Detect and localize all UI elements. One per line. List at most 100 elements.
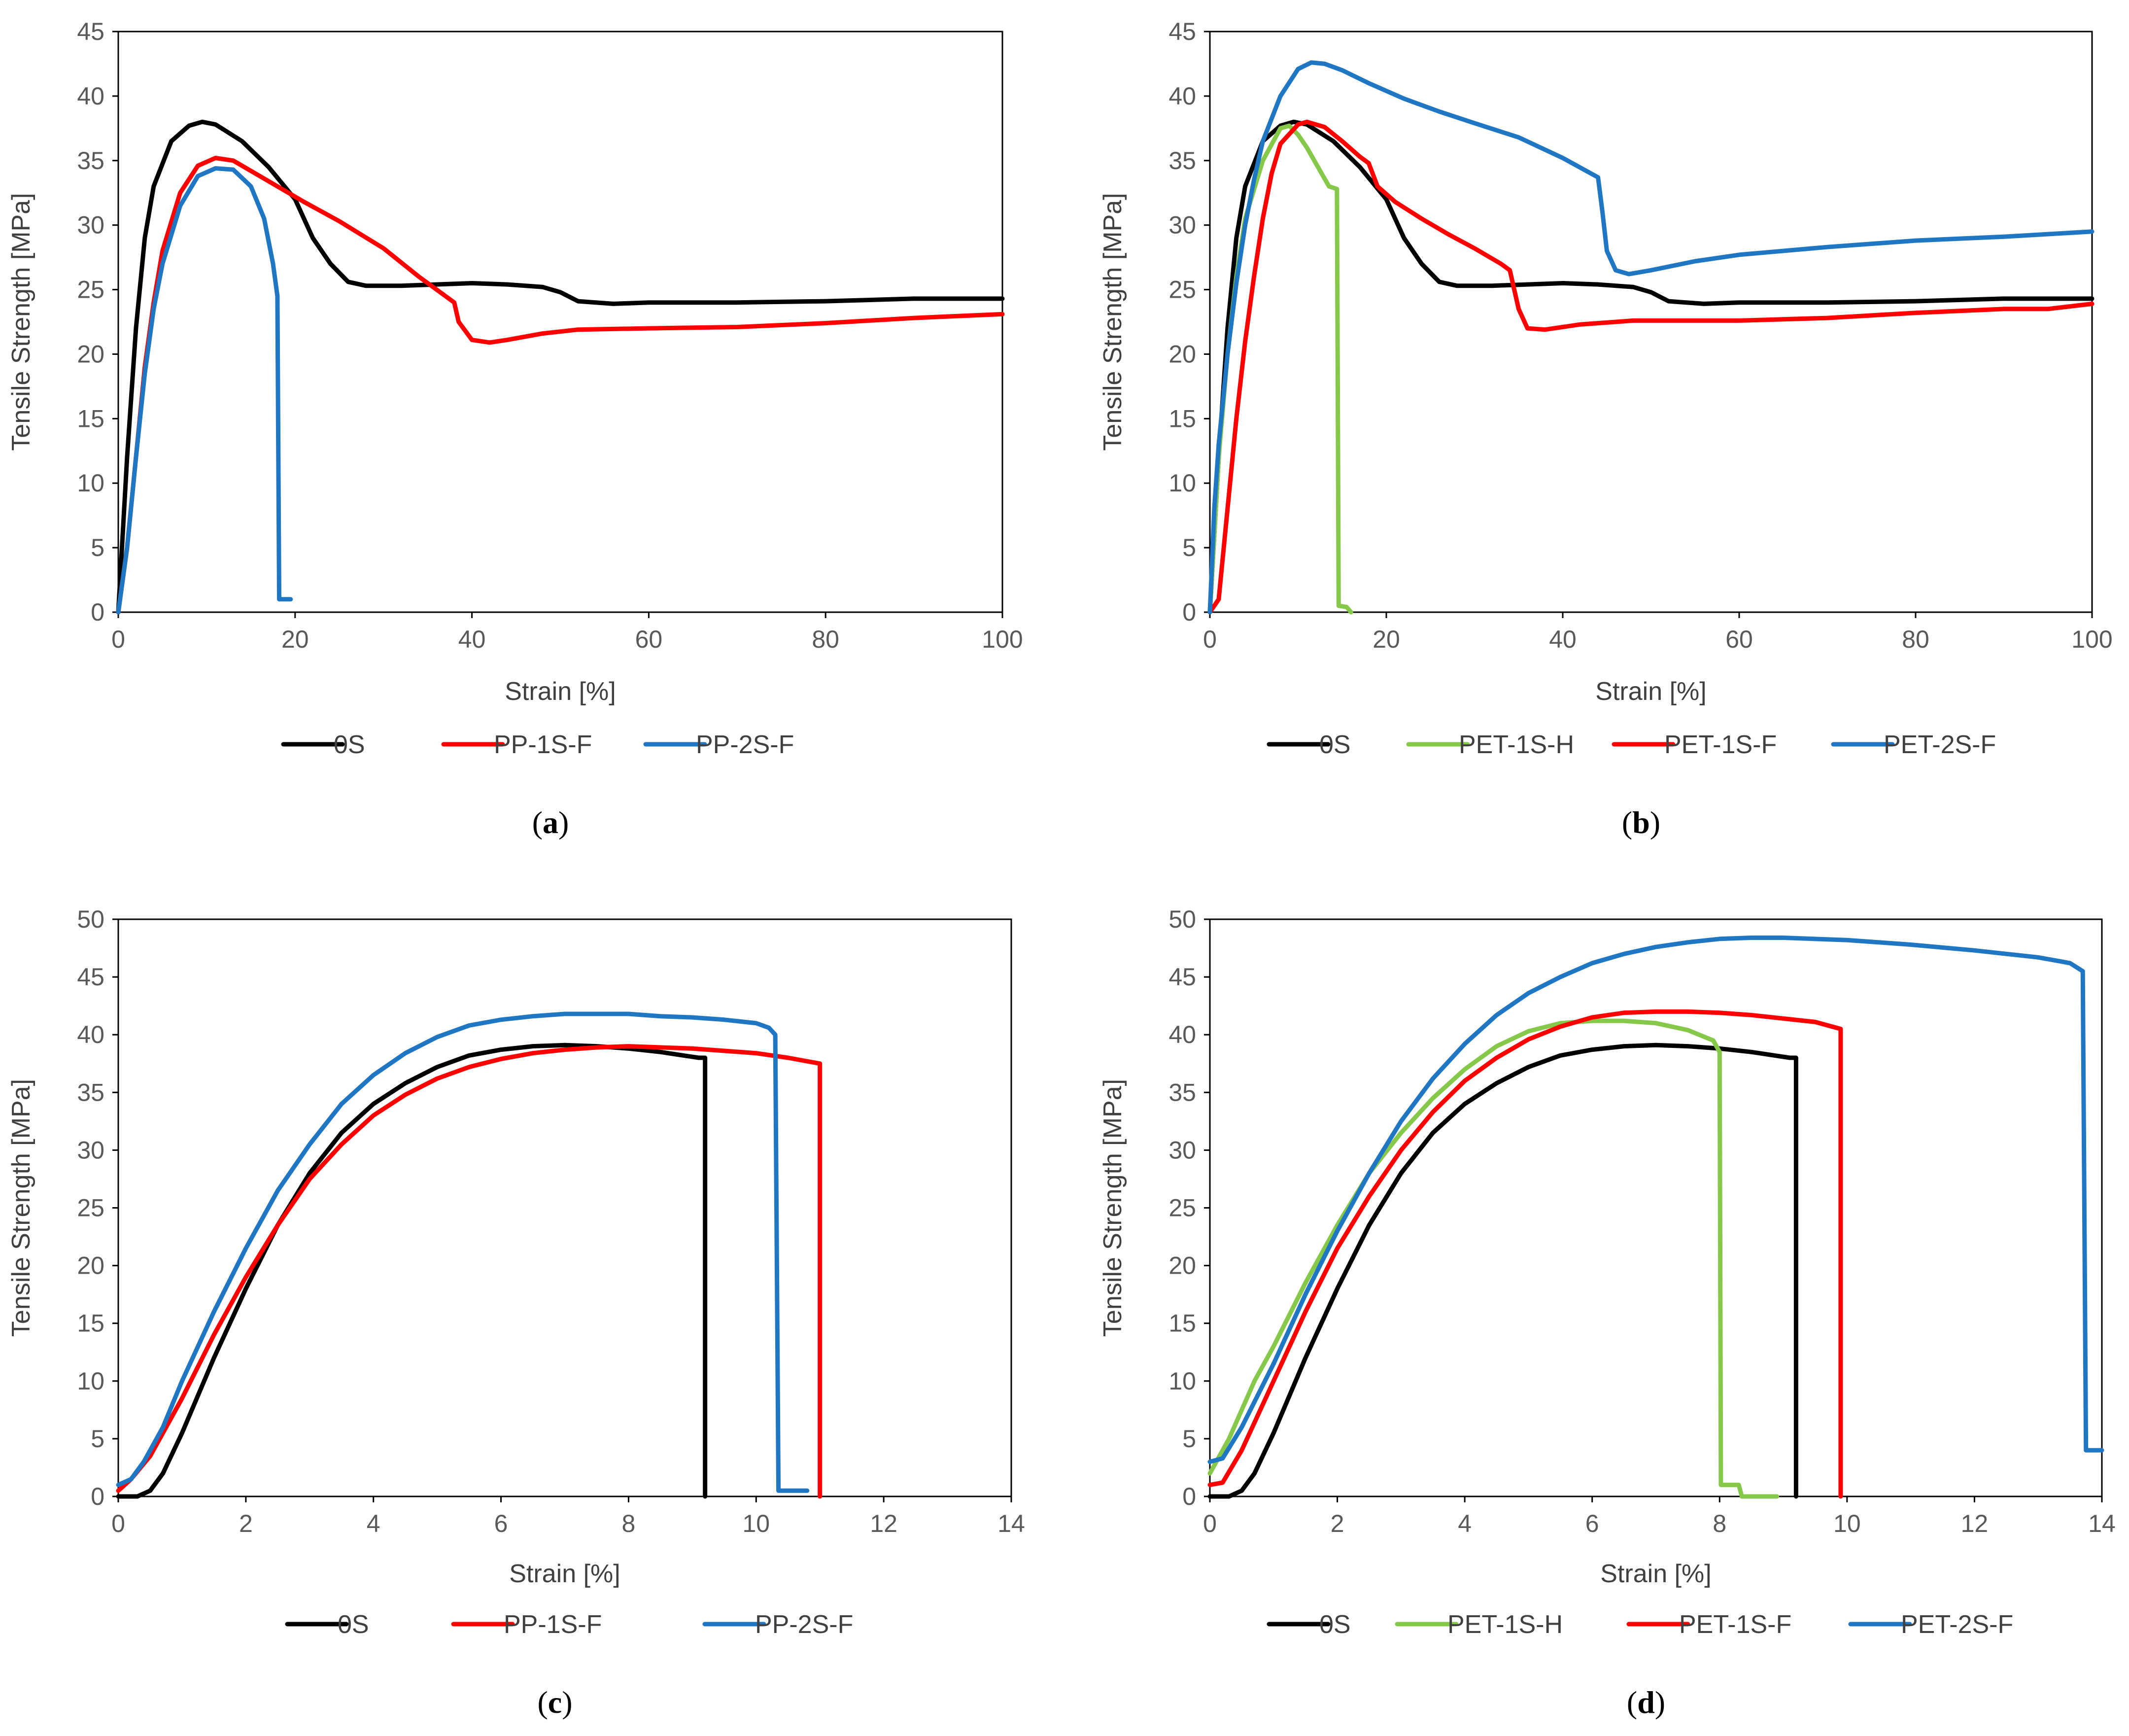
chart-panel-a: 0 5 10 15 20 25 30 35 40 45 0 20 40 60 80 100 Strain [%]…: [7, 18, 1023, 840]
legend-label-0S: 0S: [1319, 1610, 1351, 1639]
y-tick-label: 35: [77, 1078, 104, 1106]
series-line-0S: [116, 1042, 708, 1499]
x-tick-label: 20: [1373, 625, 1400, 653]
x-axis-title: Strain [%]: [509, 1560, 620, 1588]
y-axis-title: Tensile Strength [MPa]: [7, 1079, 35, 1337]
y-tick-label: 30: [77, 1136, 104, 1164]
chart-panel-c: 0 5 10 15 20 25 30 35 40 45 50 0 2 4 6 8 10 12 14 Strain [%…: [7, 905, 1025, 1720]
series-line-PP-2S-F: [116, 1011, 810, 1493]
legend-label-PET-1S-H: PET-1S-H: [1447, 1610, 1563, 1639]
x-tick-label: 8: [1713, 1510, 1726, 1537]
x-tick-label: 6: [494, 1510, 508, 1537]
y-tick-label: 20: [1168, 1252, 1196, 1280]
plot-area-frame: [117, 31, 1003, 613]
x-tick-label: 20: [281, 625, 309, 653]
chart-panel-d: 0 5 10 15 20 25 30 35 40 45 50 0 2 4 6 8 10 12 14 Strain [%…: [1099, 905, 2116, 1720]
series-line-PP-1S-F: [116, 156, 1005, 615]
legend-label-PP-2S-F: PP-2S-F: [696, 730, 794, 759]
x-tick-label: 0: [111, 625, 125, 653]
y-tick-label: 10: [77, 1367, 104, 1395]
y-tick-label: 5: [1182, 1425, 1196, 1453]
x-tick-label: 80: [812, 625, 839, 653]
legend: 0S PP-1S-F PP-2S-F: [285, 1610, 853, 1639]
y-tick-label: 40: [77, 1021, 104, 1048]
x-tick-label: 8: [622, 1510, 636, 1537]
plot-area-frame: [117, 918, 1012, 1497]
y-tick-label: 15: [77, 1310, 104, 1337]
y-tick-label: 0: [1182, 598, 1196, 626]
y-tick-label: 35: [77, 147, 104, 174]
series-line-PP-1S-F: [116, 1044, 823, 1499]
series-line-PET-1S-F: [1207, 1009, 1843, 1499]
x-tick-label: 60: [635, 625, 663, 653]
y-tick-label: 15: [77, 405, 104, 432]
y-tick-label: 30: [77, 211, 104, 239]
legend-label-PET-2S-F: PET-2S-F: [1884, 730, 1996, 759]
legend-label-0S: 0S: [334, 730, 365, 759]
y-tick-label: 10: [1168, 1367, 1196, 1395]
y-tick-label: 10: [1168, 469, 1196, 497]
x-axis-title: Strain [%]: [505, 677, 616, 706]
y-tick-label: 25: [77, 1194, 104, 1222]
y-tick-label: 50: [77, 905, 104, 933]
series-line-0S: [1207, 1042, 1798, 1499]
y-tick-label: 45: [1168, 963, 1196, 991]
y-tick-label: 0: [91, 598, 104, 626]
y-tick-label: 45: [1168, 18, 1196, 45]
y-axis-title: Tensile Strength [MPa]: [7, 193, 35, 451]
x-tick-label: 12: [870, 1510, 897, 1537]
y-tick-label: 50: [1168, 905, 1196, 933]
series-line-PET-1S-H: [1207, 1018, 1780, 1499]
legend-label-PET-1S-F: PET-1S-F: [1664, 730, 1777, 759]
plot-area-frame: [1209, 31, 2093, 613]
x-tick-label: 14: [997, 1510, 1025, 1537]
y-tick-label: 0: [1182, 1483, 1196, 1510]
x-tick-label: 60: [1725, 625, 1753, 653]
y-tick-label: 15: [1168, 405, 1196, 432]
legend-label-PET-1S-F: PET-1S-F: [1679, 1610, 1791, 1639]
x-tick-label: 0: [1203, 625, 1217, 653]
y-axis-title: Tensile Strength [MPa]: [1099, 1079, 1127, 1337]
panel-caption: (b): [1622, 805, 1660, 840]
y-tick-label: 25: [77, 276, 104, 304]
legend-label-PET-2S-F: PET-2S-F: [1901, 1610, 2013, 1639]
y-tick-label: 10: [77, 469, 104, 497]
legend-label-PP-1S-F: PP-1S-F: [494, 730, 592, 759]
x-tick-label: 100: [982, 625, 1023, 653]
series-line-PP-2S-F: [116, 166, 293, 615]
y-tick-label: 45: [77, 963, 104, 991]
series-line-PET-2S-F: [1207, 936, 2104, 1464]
panel-caption: (d): [1627, 1685, 1665, 1720]
y-tick-label: 35: [1168, 147, 1196, 174]
x-tick-label: 10: [1833, 1510, 1861, 1537]
chart-panel-b: 0 5 10 15 20 25 30 35 40 45 0 20 40 60 80 100 Strain [%]…: [1099, 18, 2113, 840]
series-line-PET-1S-F: [1207, 119, 2095, 615]
y-tick-label: 45: [77, 18, 104, 45]
y-tick-label: 40: [1168, 82, 1196, 110]
x-tick-label: 0: [111, 1510, 125, 1537]
legend: 0S PET-1S-H PET-1S-F PET-2S-F: [1267, 1610, 2013, 1639]
legend-label-PP-2S-F: PP-2S-F: [755, 1610, 853, 1639]
y-tick-label: 5: [91, 1425, 104, 1453]
y-tick-label: 30: [1168, 1136, 1196, 1164]
series-line-0S: [116, 119, 1005, 615]
y-tick-label: 20: [1168, 340, 1196, 368]
series-line-0S: [1207, 119, 2095, 615]
y-tick-label: 40: [1168, 1021, 1196, 1048]
x-tick-label: 4: [1458, 1510, 1472, 1537]
y-tick-label: 25: [1168, 276, 1196, 304]
x-tick-label: 10: [742, 1510, 770, 1537]
x-axis-title: Strain [%]: [1595, 677, 1706, 706]
y-tick-label: 0: [91, 1483, 104, 1510]
legend-label-0S: 0S: [1319, 730, 1351, 759]
y-tick-label: 15: [1168, 1310, 1196, 1337]
y-tick-label: 5: [1182, 534, 1196, 561]
y-tick-label: 30: [1168, 211, 1196, 239]
legend-label-PP-1S-F: PP-1S-F: [504, 1610, 602, 1639]
y-axis-title: Tensile Strength [MPa]: [1099, 193, 1127, 451]
x-tick-label: 100: [2071, 625, 2112, 653]
x-tick-label: 4: [367, 1510, 380, 1537]
x-tick-label: 40: [1549, 625, 1577, 653]
x-tick-label: 80: [1902, 625, 1929, 653]
